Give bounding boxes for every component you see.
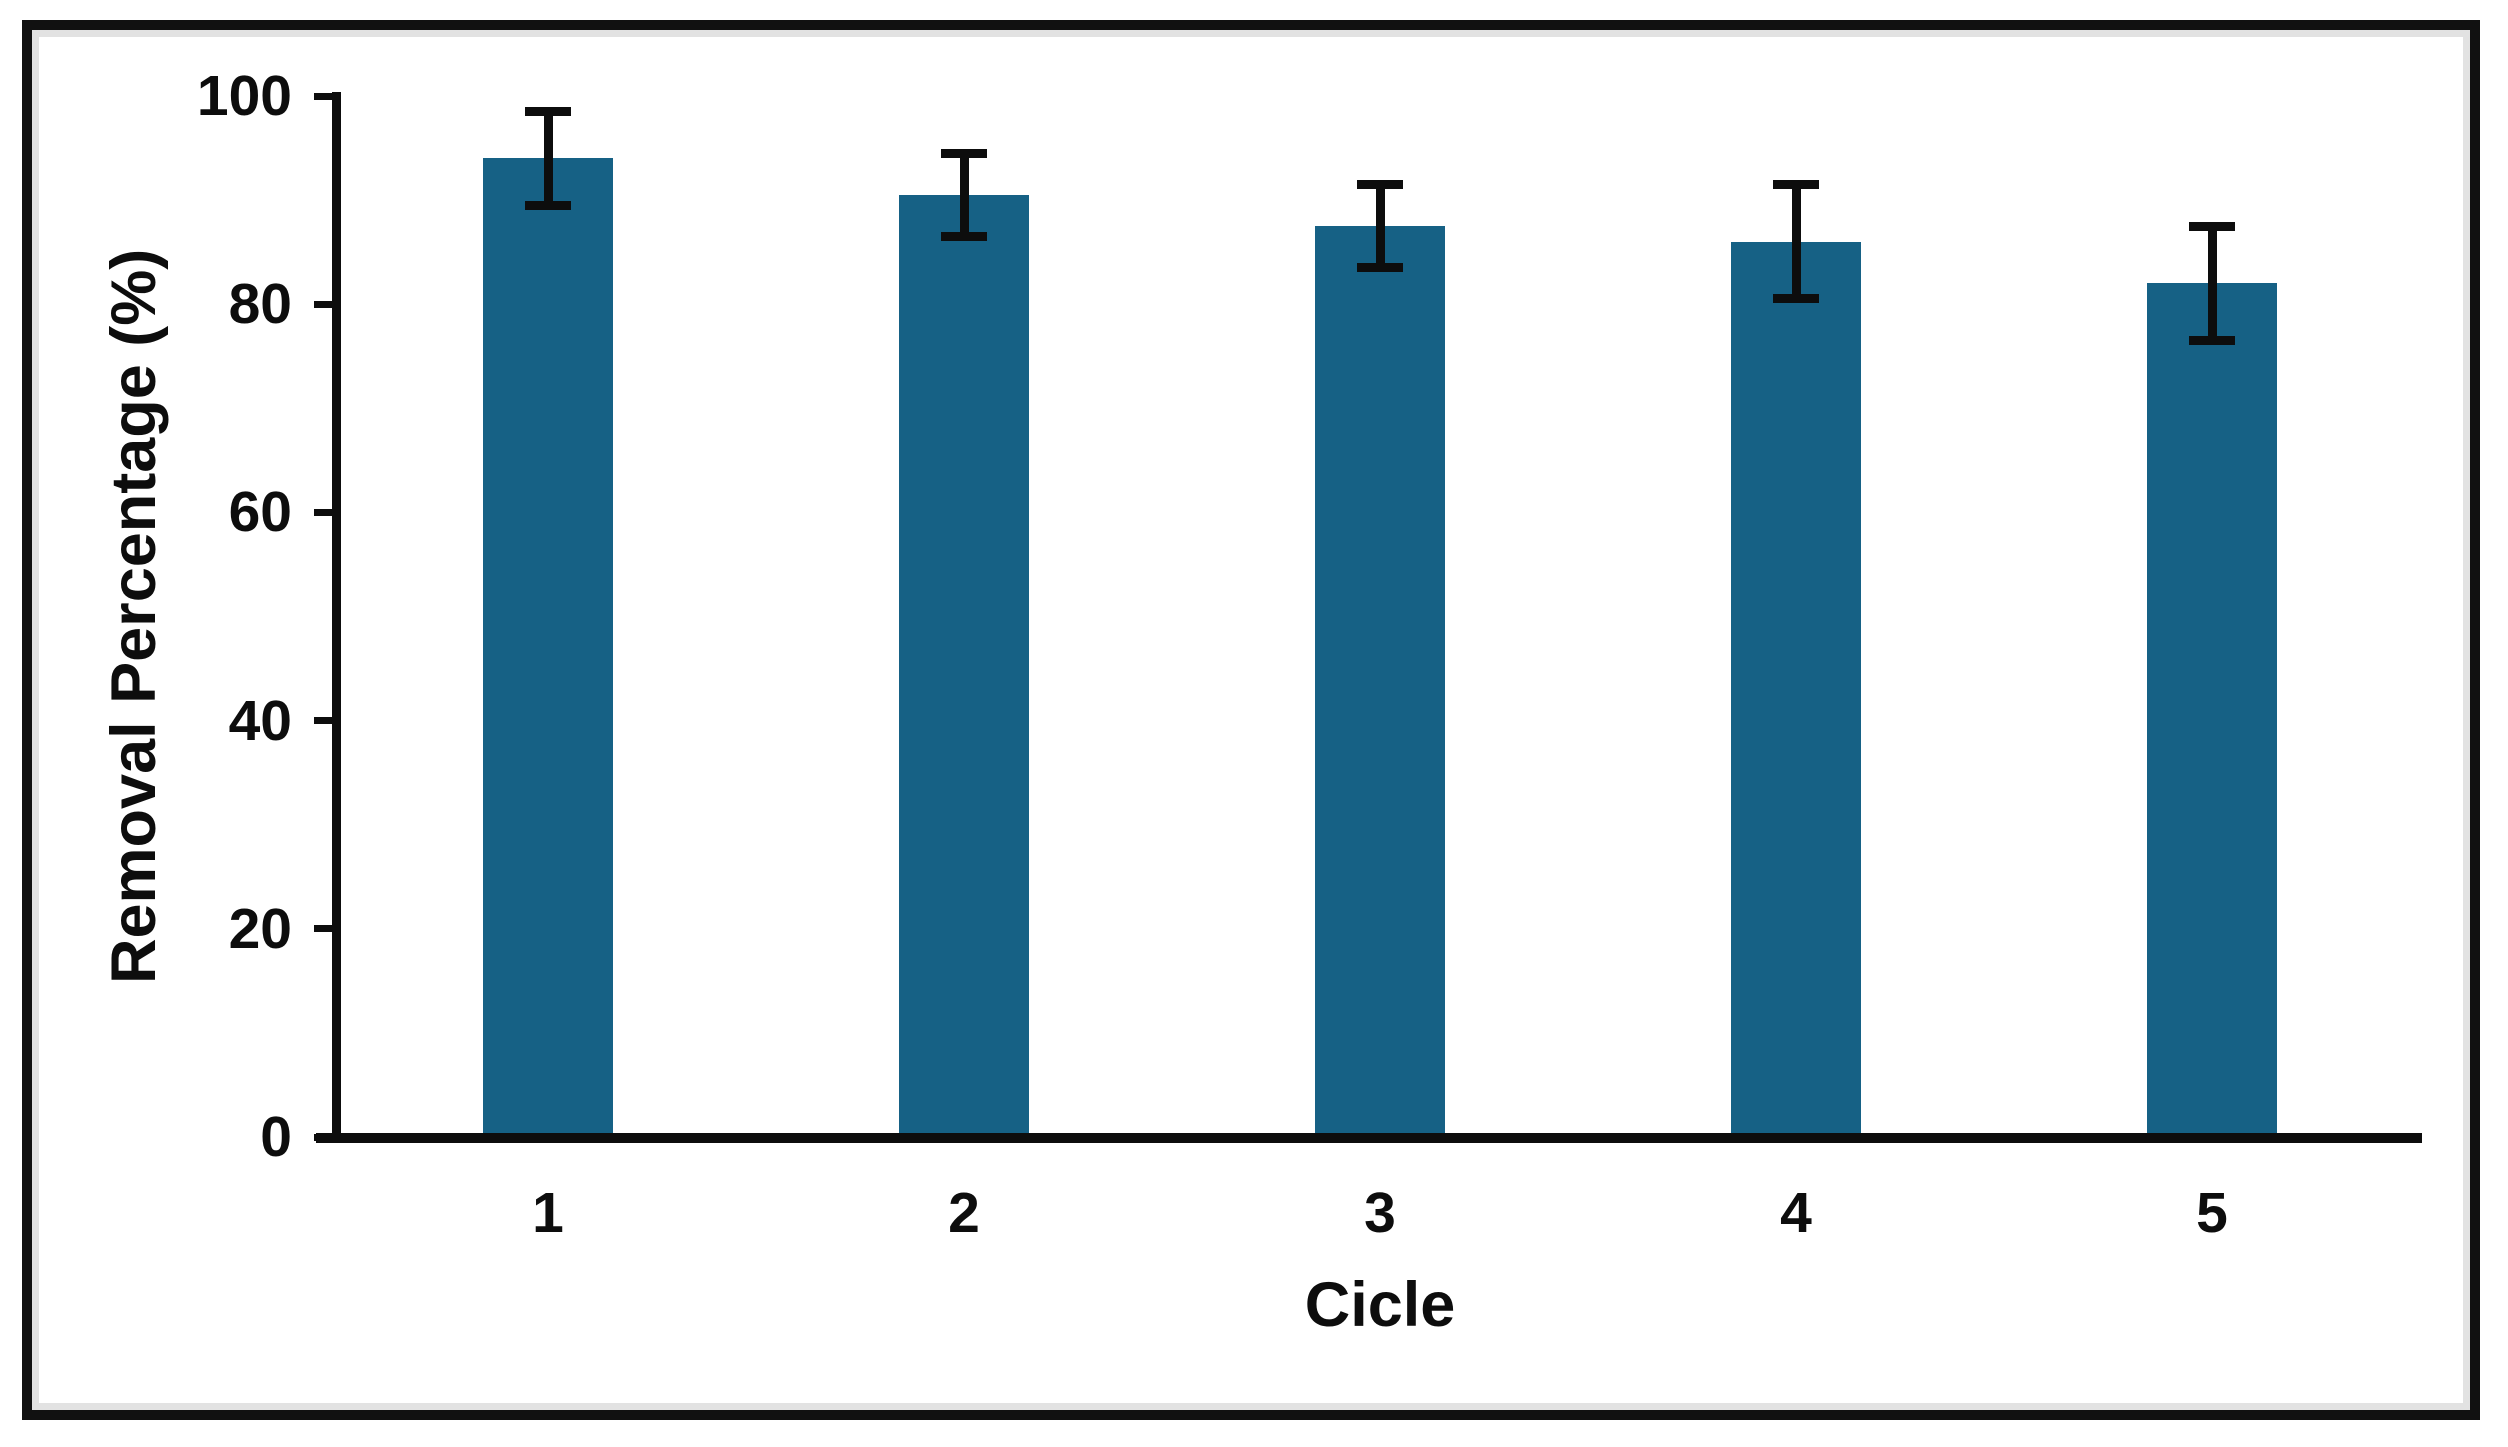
y-tick-40 xyxy=(314,717,340,725)
bar-cycle-1 xyxy=(483,158,613,1141)
y-axis-title: Removal Percentage (%) xyxy=(99,248,169,985)
y-tick-label-80: 80 xyxy=(228,272,292,337)
y-axis-line xyxy=(332,92,341,1143)
error-bar-bottom-cap-cycle-5 xyxy=(2189,336,2235,346)
y-tick-60 xyxy=(314,508,340,516)
x-tick-label-5: 5 xyxy=(2196,1181,2228,1245)
y-tick-label-20: 20 xyxy=(228,896,292,961)
x-axis-line xyxy=(316,1133,2422,1143)
error-bar-bottom-cap-cycle-3 xyxy=(1357,263,1403,273)
bar-cycle-2 xyxy=(899,194,1029,1141)
bar-cycle-4 xyxy=(1731,241,1861,1141)
error-bar-top-cap-cycle-2 xyxy=(941,148,987,158)
y-tick-100 xyxy=(314,92,340,100)
x-axis-title: Cicle xyxy=(1304,1270,1456,1340)
error-bar-top-cap-cycle-5 xyxy=(2189,221,2235,231)
x-tick-label-4: 4 xyxy=(1780,1181,1812,1245)
y-tick-label-100: 100 xyxy=(196,64,292,128)
x-tick-label-2: 2 xyxy=(948,1181,980,1245)
error-bar-top-cap-cycle-1 xyxy=(525,107,571,117)
y-tick-20 xyxy=(314,925,340,933)
y-tick-label-0: 0 xyxy=(260,1105,292,1169)
error-bar-stem-cycle-5 xyxy=(2208,226,2217,341)
bar-cycle-5 xyxy=(2147,283,2277,1141)
y-tick-label-40: 40 xyxy=(228,688,292,753)
error-bar-stem-cycle-3 xyxy=(1376,184,1385,268)
bar-cycle-3 xyxy=(1315,226,1445,1141)
figure-border-frame xyxy=(22,20,2480,1420)
error-bar-top-cap-cycle-4 xyxy=(1773,179,1819,189)
error-bar-bottom-cap-cycle-4 xyxy=(1773,294,1819,304)
error-bar-top-cap-cycle-3 xyxy=(1357,179,1403,189)
x-tick-label-3: 3 xyxy=(1364,1181,1396,1245)
error-bar-stem-cycle-4 xyxy=(1792,184,1801,299)
error-bar-stem-cycle-1 xyxy=(544,111,553,206)
x-tick-label-1: 1 xyxy=(532,1181,564,1245)
error-bar-bottom-cap-cycle-2 xyxy=(941,232,987,242)
error-bar-bottom-cap-cycle-1 xyxy=(525,200,571,210)
error-bar-stem-cycle-2 xyxy=(960,153,969,237)
y-tick-80 xyxy=(314,300,340,308)
y-tick-label-60: 60 xyxy=(228,480,292,545)
